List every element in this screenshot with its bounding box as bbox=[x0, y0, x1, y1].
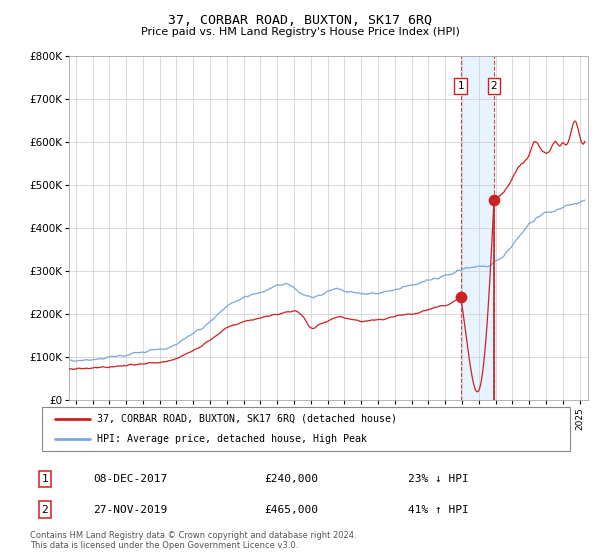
Text: 23% ↓ HPI: 23% ↓ HPI bbox=[408, 474, 469, 484]
Text: 1: 1 bbox=[41, 474, 49, 484]
Bar bbox=[461, 56, 494, 400]
Point bbox=[489, 196, 499, 205]
FancyBboxPatch shape bbox=[42, 407, 570, 451]
Text: 27-NOV-2019: 27-NOV-2019 bbox=[93, 505, 167, 515]
Text: 1: 1 bbox=[457, 81, 464, 91]
Point bbox=[456, 292, 466, 301]
Text: 2: 2 bbox=[41, 505, 49, 515]
Text: HPI: Average price, detached house, High Peak: HPI: Average price, detached house, High… bbox=[97, 434, 367, 444]
Text: 2: 2 bbox=[491, 81, 497, 91]
Text: 37, CORBAR ROAD, BUXTON, SK17 6RQ: 37, CORBAR ROAD, BUXTON, SK17 6RQ bbox=[168, 14, 432, 27]
Text: £240,000: £240,000 bbox=[264, 474, 318, 484]
Text: Price paid vs. HM Land Registry's House Price Index (HPI): Price paid vs. HM Land Registry's House … bbox=[140, 27, 460, 37]
Text: Contains HM Land Registry data © Crown copyright and database right 2024.
This d: Contains HM Land Registry data © Crown c… bbox=[30, 530, 356, 550]
Text: £465,000: £465,000 bbox=[264, 505, 318, 515]
Text: 37, CORBAR ROAD, BUXTON, SK17 6RQ (detached house): 37, CORBAR ROAD, BUXTON, SK17 6RQ (detac… bbox=[97, 414, 397, 424]
Text: 08-DEC-2017: 08-DEC-2017 bbox=[93, 474, 167, 484]
Text: 41% ↑ HPI: 41% ↑ HPI bbox=[408, 505, 469, 515]
